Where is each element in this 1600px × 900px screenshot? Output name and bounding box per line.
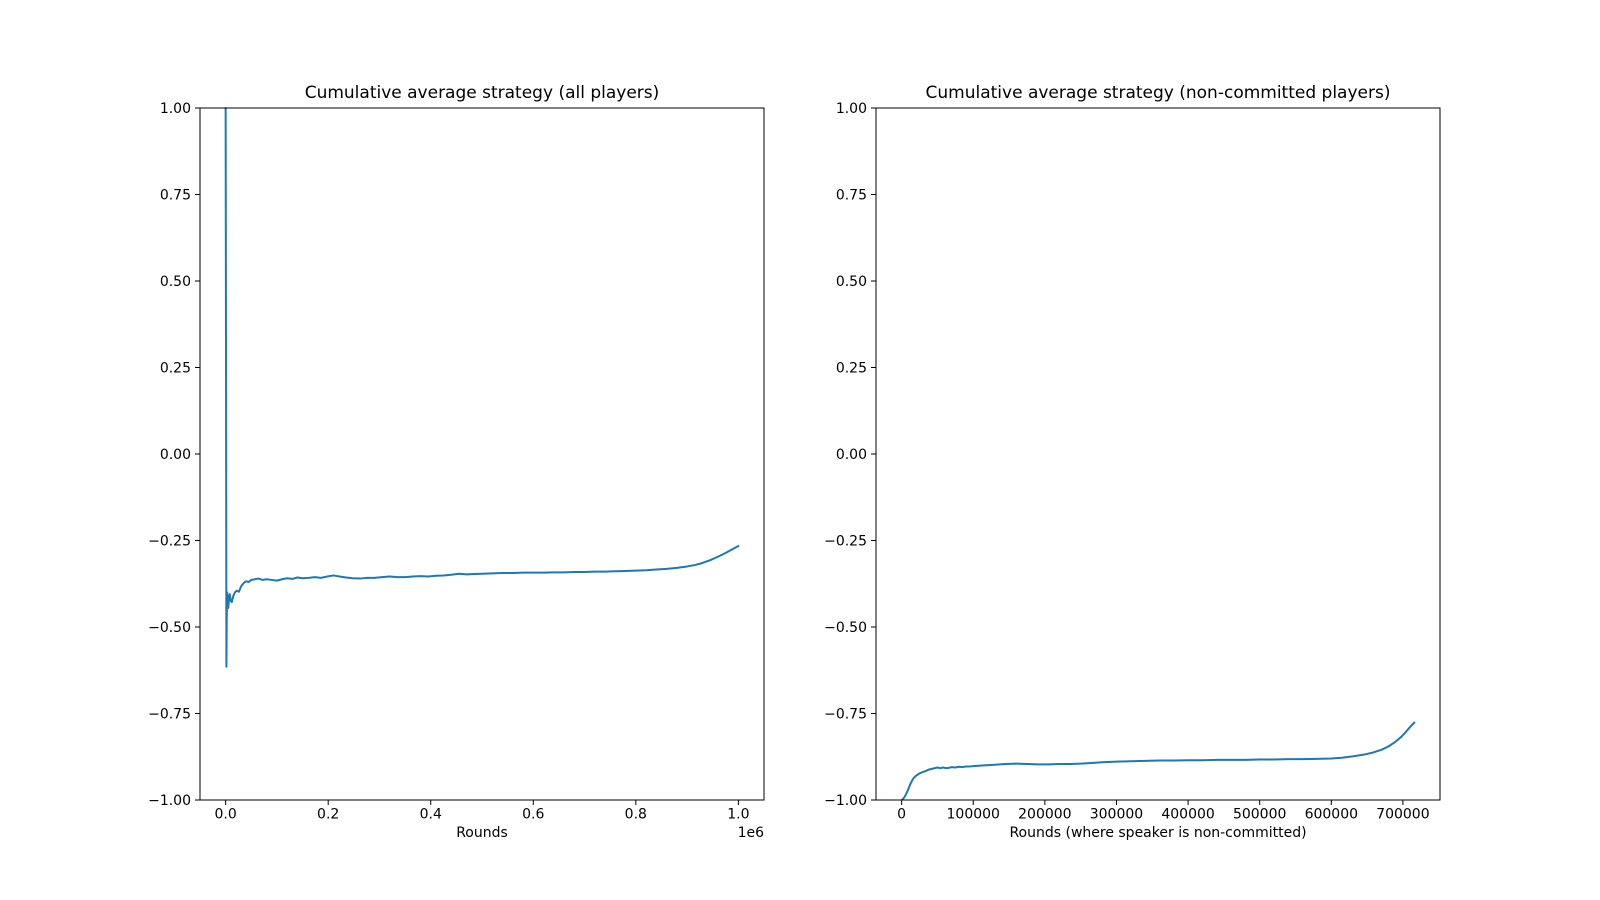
y-tick-label: −0.50 — [148, 620, 191, 636]
x-tick-label: 600000 — [1305, 807, 1358, 823]
x-tick-label: 0.6 — [522, 807, 544, 823]
y-tick-label: 0.75 — [160, 188, 191, 204]
series-line — [900, 721, 1416, 801]
y-tick-label: 1.00 — [836, 101, 867, 117]
y-tick-label: −1.00 — [824, 793, 867, 809]
x-tick-label: 100000 — [947, 807, 1000, 823]
y-tick-label: 0.25 — [836, 361, 867, 377]
x-axis-label: Rounds (where speaker is non-committed) — [1009, 825, 1307, 841]
y-tick-label: −1.00 — [148, 793, 191, 809]
plot-area: 0.0 0.2 0.4 0.6 0.8 1.0 1.00 0.75 0.50 0.25 0.00 −0… — [148, 101, 765, 823]
x-tick-label: 0.0 — [215, 807, 237, 823]
y-tick-label: −0.75 — [148, 707, 191, 723]
x-tick-label: 0.2 — [317, 807, 339, 823]
y-tick-label: 0.00 — [836, 447, 867, 463]
x-tick-label: 700000 — [1376, 807, 1429, 823]
x-axis-label: Rounds — [456, 825, 508, 841]
x-axis-offset-text: 1e6 — [737, 825, 764, 841]
x-tick-label: 400000 — [1161, 807, 1214, 823]
plot-border — [875, 107, 1441, 801]
y-tick-label: 0.25 — [160, 361, 191, 377]
y-tick-label: −0.50 — [824, 620, 867, 636]
x-tick-label: 200000 — [1018, 807, 1071, 823]
y-tick-label: 0.50 — [836, 274, 867, 290]
y-tick-label: −0.75 — [824, 707, 867, 723]
x-tick-label: 1.0 — [727, 807, 749, 823]
y-tick-label: −0.25 — [824, 534, 867, 550]
chart-title: Cumulative average strategy (all players… — [304, 83, 660, 103]
y-tick-label: 0.00 — [160, 447, 191, 463]
y-tick-label: 0.50 — [160, 274, 191, 290]
x-tick-label: 0.4 — [420, 807, 442, 823]
plot-border — [199, 107, 765, 801]
plot-area: 0 100000 200000 300000 400000 500000 600000 700… — [824, 101, 1441, 823]
x-tick-label: 300000 — [1090, 807, 1143, 823]
chart-title: Cumulative average strategy (non-committ… — [925, 83, 1391, 103]
x-tick-label: 0 — [897, 807, 906, 823]
y-tick-label: 0.75 — [836, 188, 867, 204]
series-line — [224, 107, 740, 668]
x-tick-label: 500000 — [1233, 807, 1286, 823]
x-tick-label: 0.8 — [625, 807, 647, 823]
y-tick-label: 1.00 — [160, 101, 191, 117]
y-tick-label: −0.25 — [148, 534, 191, 550]
